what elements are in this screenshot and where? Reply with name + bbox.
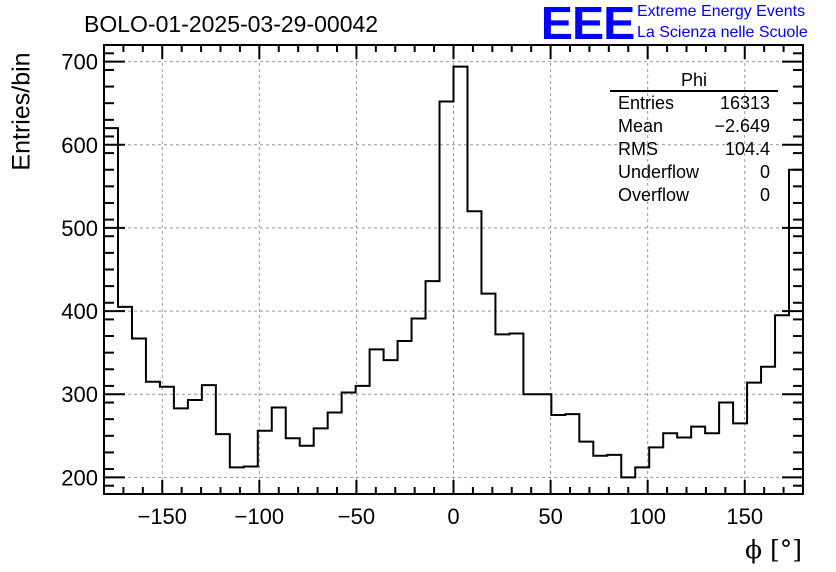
x-tick-label: −150 bbox=[137, 504, 187, 529]
stats-label: Mean bbox=[618, 116, 664, 136]
stats-label: Entries bbox=[618, 93, 675, 113]
x-tick-label: −50 bbox=[338, 504, 375, 529]
stats-label: Overflow bbox=[618, 185, 690, 205]
x-tick-label: 100 bbox=[629, 504, 666, 529]
stats-label: Underflow bbox=[618, 162, 700, 182]
logo-line1: Extreme Energy Events bbox=[637, 3, 806, 20]
chart-title: BOLO-01-2025-03-29-00042 bbox=[84, 11, 379, 37]
stats-label: RMS bbox=[618, 139, 658, 159]
y-tick-label: 300 bbox=[61, 382, 98, 407]
logo-line2: La Scienza nelle Scuole bbox=[637, 24, 808, 41]
grid-lines bbox=[104, 45, 803, 494]
stats-value: 0 bbox=[759, 185, 770, 205]
stats-value: 0 bbox=[759, 162, 770, 182]
y-tick-label: 700 bbox=[61, 50, 98, 75]
y-axis-label: Entries/bin bbox=[7, 52, 36, 171]
stats-row: Entries 16313 bbox=[610, 92, 778, 115]
stats-value: −2.649 bbox=[714, 116, 770, 136]
x-tick-label: 150 bbox=[726, 504, 763, 529]
y-tick-label: 600 bbox=[61, 133, 98, 158]
x-tick-label: −100 bbox=[235, 504, 285, 529]
eee-logo: EEE bbox=[540, 0, 636, 49]
x-tick-label: 50 bbox=[538, 504, 562, 529]
stats-value: 104.4 bbox=[724, 139, 770, 159]
stats-title: Phi bbox=[610, 70, 778, 92]
stats-row: Overflow 0 bbox=[610, 184, 778, 207]
stats-box: Phi Entries 16313 Mean −2.649 RMS 104.4 Underf… bbox=[610, 70, 778, 207]
stats-row: RMS 104.4 bbox=[610, 138, 778, 161]
x-tick-label: 0 bbox=[447, 504, 459, 529]
y-tick-label: 200 bbox=[61, 465, 98, 490]
stats-value: 16313 bbox=[719, 93, 770, 113]
y-tick-label: 400 bbox=[61, 299, 98, 324]
x-axis-label: ϕ [°] bbox=[745, 535, 802, 564]
logo-mark: EEE bbox=[540, 0, 636, 49]
stats-row: Underflow 0 bbox=[610, 161, 778, 184]
histogram-step-line bbox=[104, 65, 803, 479]
axis-ticks bbox=[104, 45, 803, 494]
y-tick-label: 500 bbox=[61, 216, 98, 241]
stats-row: Mean −2.649 bbox=[610, 115, 778, 138]
